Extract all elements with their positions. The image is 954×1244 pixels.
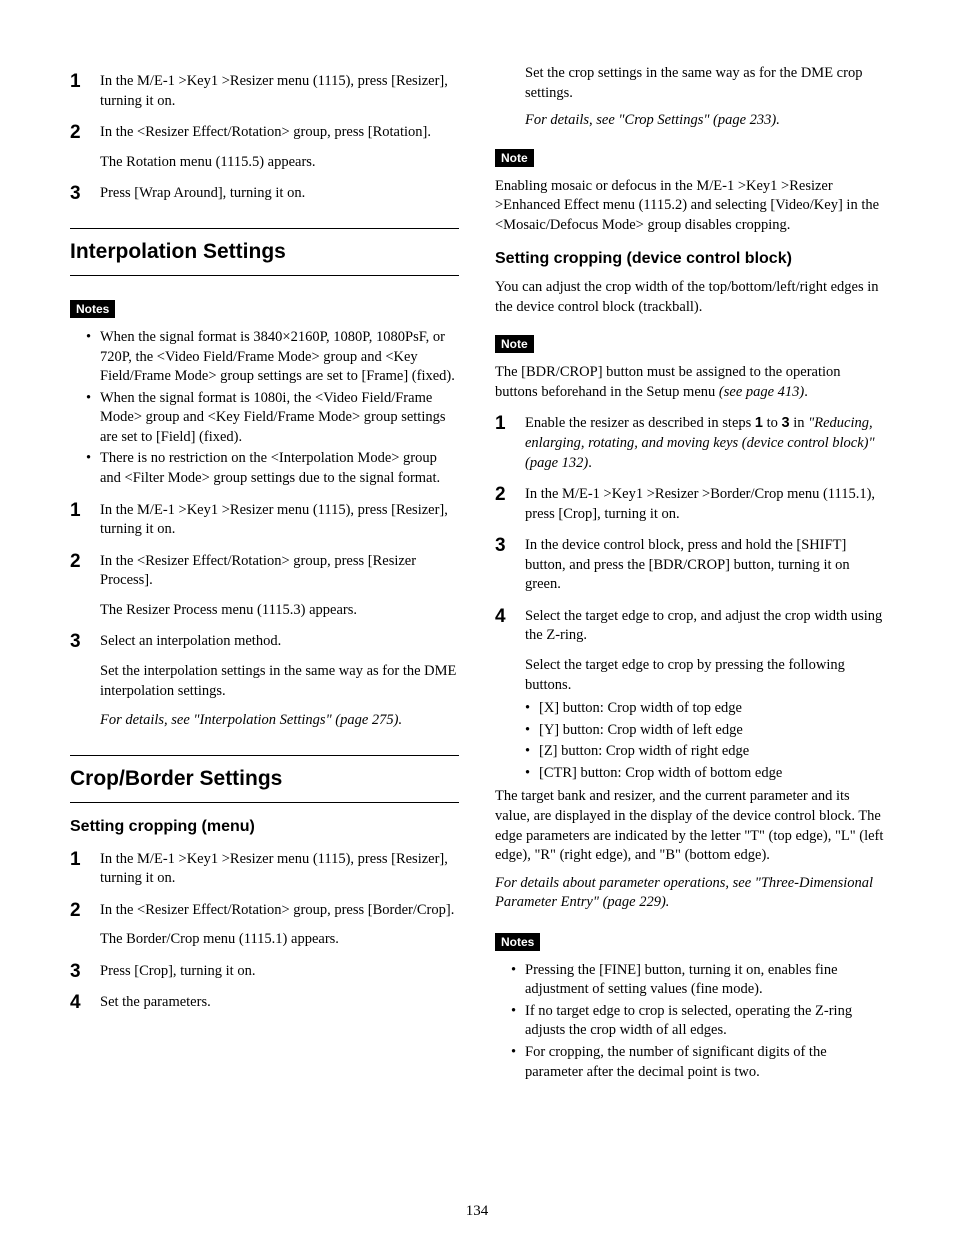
step-text: Select the target edge to crop, and adju… [525,608,882,644]
step-item: In the <Resizer Effect/Rotation> group, … [70,123,459,172]
step-item: Enable the resizer as described in steps… [495,414,884,473]
page-number: 134 [0,1203,954,1220]
crop-settings-ref: For details, see "Crop Settings" (page 2… [495,111,884,131]
note-item: If no target edge to crop is selected, o… [511,1002,884,1041]
interp-steps: In the M/E-1 >Key1 >Resizer menu (1115),… [70,501,459,731]
step-sub: Select the target edge to crop by pressi… [525,656,884,695]
step-text: In the M/E-1 >Key1 >Resizer menu (1115),… [100,502,448,538]
step-item: In the M/E-1 >Key1 >Resizer menu (1115),… [70,72,459,111]
s1-post: in [790,415,809,431]
left-column: In the M/E-1 >Key1 >Resizer menu (1115),… [70,60,459,1092]
step-sub: The Resizer Process menu (1115.3) appear… [100,601,459,621]
step-item: Select the target edge to crop, and adju… [495,607,884,913]
s1-pre: Enable the resizer as described in steps [525,415,755,431]
dcb-intro: You can adjust the crop width of the top… [495,278,884,317]
s1-mid: to [763,415,782,431]
step-sub: The Rotation menu (1115.5) appears. [100,153,459,173]
note-ref: (see page 413) [719,384,804,400]
page: In the M/E-1 >Key1 >Resizer menu (1115),… [0,0,954,1244]
dcb-steps: Enable the resizer as described in steps… [495,414,884,912]
step-text: Enable the resizer as described in steps… [525,415,875,470]
step-item: Press [Crop], turning it on. [70,962,459,982]
step-text: Set the parameters. [100,994,211,1010]
step-text: Select an interpolation method. [100,633,281,649]
s1-b1: 1 [755,415,763,431]
interp-notes-list: When the signal format is 3840×2160P, 10… [70,328,459,489]
step-item: In the M/E-1 >Key1 >Resizer menu (1115),… [70,501,459,540]
subheading-setting-cropping-menu: Setting cropping (menu) [70,817,459,838]
step-text: In the M/E-1 >Key1 >Resizer menu (1115),… [100,851,448,887]
note-badge: Note [495,149,534,167]
dcb-note-text: The [BDR/CROP] button must be assigned t… [495,363,884,402]
step-text: In the <Resizer Effect/Rotation> group, … [100,124,431,140]
step-item: In the <Resizer Effect/Rotation> group, … [70,901,459,950]
step-tail-ref: For details about parameter operations, … [495,874,884,913]
notes-badge: Notes [70,300,115,318]
step-text: Press [Wrap Around], turning it on. [100,185,305,201]
note-period: . [804,384,808,400]
s1-end: . [588,455,592,471]
step-ref: For details, see "Interpolation Settings… [100,711,459,731]
intro-steps: In the M/E-1 >Key1 >Resizer menu (1115),… [70,72,459,204]
step-item: Select an interpolation method. Set the … [70,632,459,730]
step-sub: The Border/Crop menu (1115.1) appears. [100,930,459,950]
heading-crop-border: Crop/Border Settings [70,755,459,803]
crop-steps: In the M/E-1 >Key1 >Resizer menu (1115),… [70,850,459,1013]
edge-button-item: [Y] button: Crop width of left edge [525,721,884,741]
step-text: In the M/E-1 >Key1 >Resizer >Border/Crop… [525,486,875,522]
s1-b3: 3 [782,415,790,431]
two-column-layout: In the M/E-1 >Key1 >Resizer menu (1115),… [70,60,884,1092]
note-item: When the signal format is 1080i, the <Vi… [86,389,459,448]
step-text: In the <Resizer Effect/Rotation> group, … [100,902,454,918]
step-tail: The target bank and resizer, and the cur… [495,787,884,865]
step-item: Press [Wrap Around], turning it on. [70,184,459,204]
heading-interpolation: Interpolation Settings [70,228,459,276]
step-text: Press [Crop], turning it on. [100,963,255,979]
note-item: For cropping, the number of significant … [511,1043,884,1082]
note-item: There is no restriction on the <Interpol… [86,449,459,488]
step-item: In the M/E-1 >Key1 >Resizer menu (1115),… [70,850,459,889]
step-text: In the <Resizer Effect/Rotation> group, … [100,553,416,589]
step-item: In the M/E-1 >Key1 >Resizer >Border/Crop… [495,485,884,524]
step-item: Set the parameters. [70,993,459,1013]
step-item: In the <Resizer Effect/Rotation> group, … [70,552,459,621]
crop-settings-para: Set the crop settings in the same way as… [495,64,884,103]
edge-button-item: [CTR] button: Crop width of bottom edge [525,764,884,784]
note-text: Enabling mosaic or defocus in the M/E-1 … [495,177,884,236]
edge-button-list: [X] button: Crop width of top edge [Y] b… [525,699,884,783]
step-item: In the device control block, press and h… [495,536,884,595]
note-item: When the signal format is 3840×2160P, 10… [86,328,459,387]
step-sub: Set the interpolation settings in the sa… [100,662,459,701]
step-text: In the M/E-1 >Key1 >Resizer menu (1115),… [100,73,448,109]
note-item: Pressing the [FINE] button, turning it o… [511,961,884,1000]
note-badge: Note [495,335,534,353]
notes-badge: Notes [495,933,540,951]
subheading-setting-cropping-dcb: Setting cropping (device control block) [495,249,884,270]
step-text: In the device control block, press and h… [525,537,850,592]
dcb-notes-list: Pressing the [FINE] button, turning it o… [495,961,884,1082]
edge-button-item: [X] button: Crop width of top edge [525,699,884,719]
edge-button-item: [Z] button: Crop width of right edge [525,742,884,762]
right-column: Set the crop settings in the same way as… [495,60,884,1092]
